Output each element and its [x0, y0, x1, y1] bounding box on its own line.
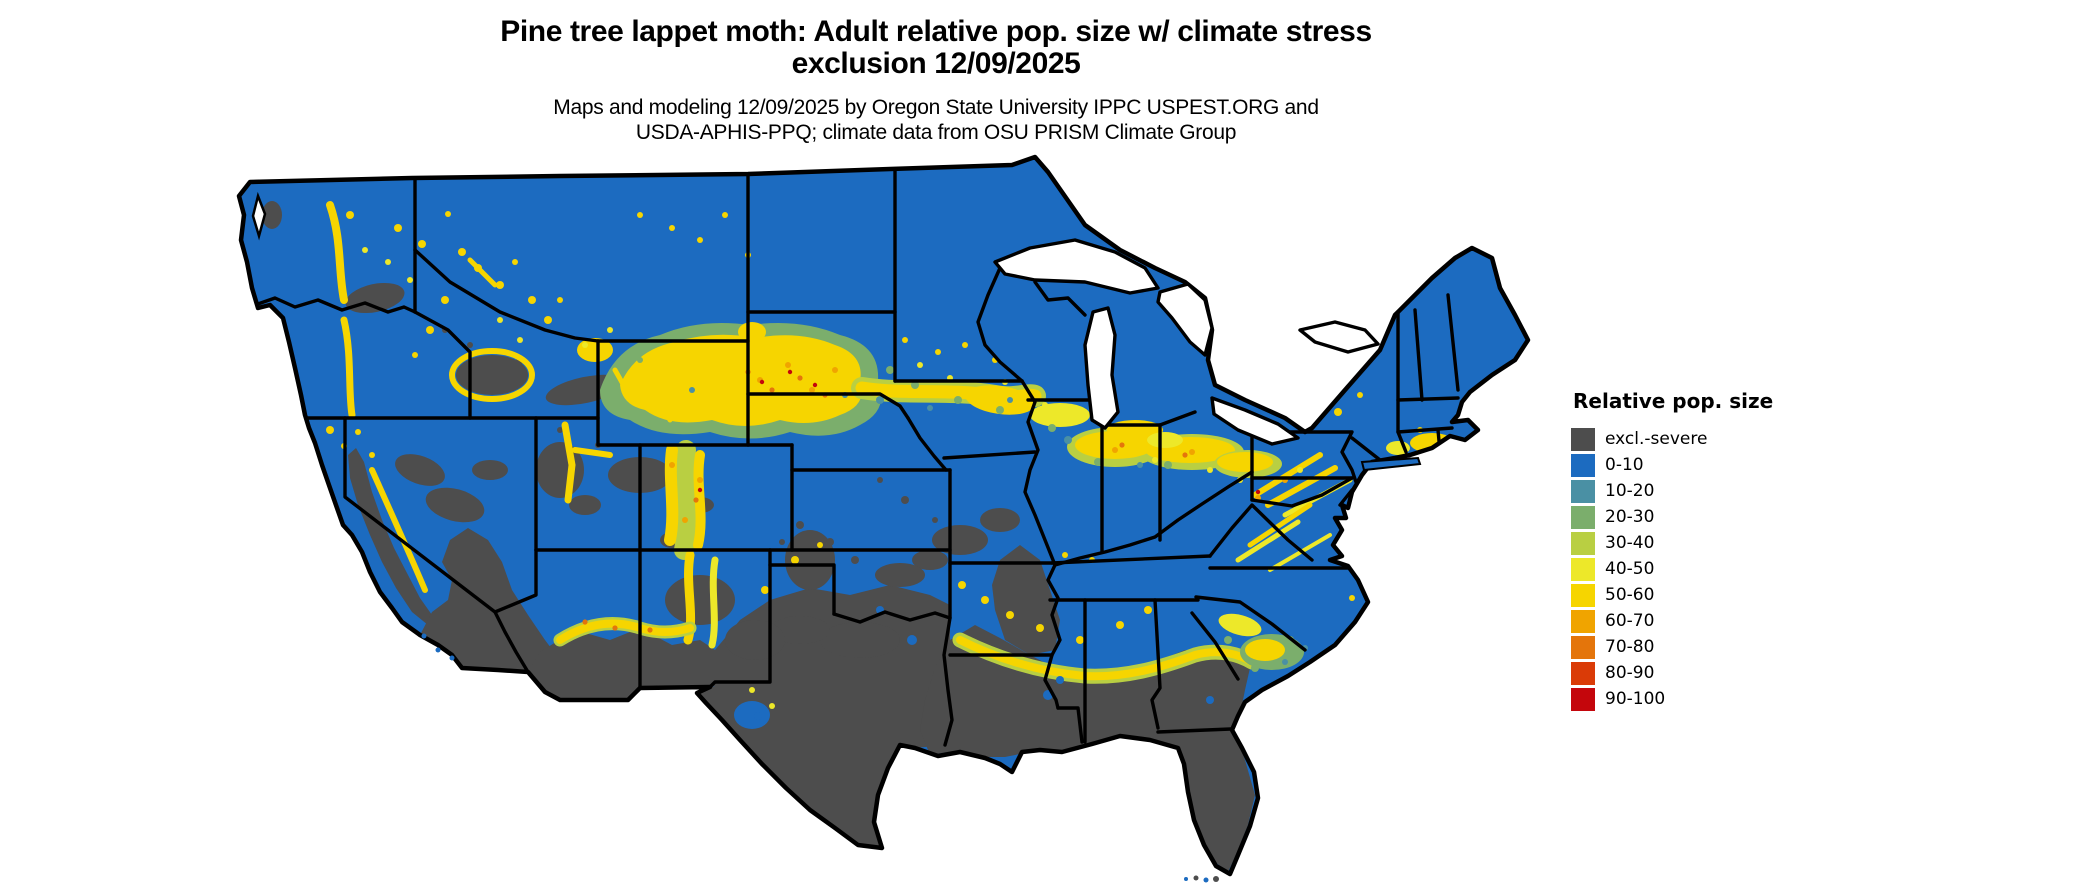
map-title: Pine tree lappet moth: Adult relative po… — [0, 15, 1872, 81]
legend-row: 80-90 — [1571, 660, 1871, 686]
legend-row: excl.-severe — [1571, 426, 1871, 452]
lake-ontario — [1298, 320, 1380, 354]
legend-label: 60-70 — [1605, 611, 1655, 631]
legend-row: 30-40 — [1571, 530, 1871, 556]
legend-swatch-20-30 — [1571, 505, 1595, 529]
legend-swatch-10-20 — [1571, 479, 1595, 503]
legend-row: 50-60 — [1571, 582, 1871, 608]
legend-swatch-excl-severe — [1571, 427, 1595, 451]
legend-swatch-90-100 — [1571, 687, 1595, 711]
legend-label: 10-20 — [1605, 481, 1655, 501]
lake-huron — [1156, 282, 1214, 357]
legend-row: 40-50 — [1571, 556, 1871, 582]
legend-row: 70-80 — [1571, 634, 1871, 660]
legend-swatch-40-50 — [1571, 557, 1595, 581]
header: Pine tree lappet moth: Adult relative po… — [0, 15, 1872, 145]
legend-label: 30-40 — [1605, 533, 1655, 553]
legend-label: 80-90 — [1605, 663, 1655, 683]
map-subtitle-line1: Maps and modeling 12/09/2025 by Oregon S… — [553, 95, 1319, 119]
legend-row: 60-70 — [1571, 608, 1871, 634]
lake-superior — [993, 238, 1160, 295]
lake-michigan — [1083, 306, 1120, 430]
midwest-band — [600, 322, 1454, 478]
legend-row: 10-20 — [1571, 478, 1871, 504]
legend-swatch-50-60 — [1571, 583, 1595, 607]
long-island — [1360, 456, 1422, 472]
legend-swatch-0-10 — [1571, 453, 1595, 477]
legend-label: 20-30 — [1605, 507, 1655, 527]
western-mountains — [326, 201, 719, 649]
big-bend-blue-patch — [734, 701, 770, 729]
legend: Relative pop. size excl.-severe 0-10 10-… — [1571, 389, 1871, 712]
great-lakes — [993, 238, 1380, 446]
puget-sound — [251, 191, 267, 241]
legend-label: 70-80 — [1605, 637, 1655, 657]
legend-label: 40-50 — [1605, 559, 1655, 579]
legend-swatch-80-90 — [1571, 661, 1595, 685]
map-subtitle-line2: USDA-APHIS-PPQ; climate data from OSU PR… — [635, 120, 1237, 144]
channel-islands — [421, 633, 455, 661]
state-borders — [253, 167, 1460, 747]
map-subtitle: Maps and modeling 12/09/2025 by Oregon S… — [0, 95, 1872, 145]
carolina-coastal-core — [1245, 639, 1285, 661]
florida-keys — [1184, 875, 1219, 883]
legend-label: 0-10 — [1605, 455, 1644, 475]
legend-label: excl.-severe — [1605, 429, 1708, 449]
excluded-regions — [262, 201, 1255, 872]
legend-row: 0-10 — [1571, 452, 1871, 478]
sandhills-patch — [1218, 613, 1262, 637]
legend-label: 50-60 — [1605, 585, 1655, 605]
legend-row: 20-30 — [1571, 504, 1871, 530]
black-hills-patch — [738, 322, 766, 342]
legend-swatch-70-80 — [1571, 635, 1595, 659]
legend-row: 90-100 — [1571, 686, 1871, 712]
legend-title: Relative pop. size — [1573, 389, 1774, 413]
legend-label: 90-100 — [1605, 689, 1666, 709]
legend-swatch-60-70 — [1571, 609, 1595, 633]
lake-erie — [1210, 396, 1300, 446]
map-title-line1: Pine tree lappet moth: Adult relative po… — [500, 15, 1372, 48]
map-title-line2: exclusion 12/09/2025 — [791, 47, 1081, 81]
legend-swatch-30-40 — [1571, 531, 1595, 555]
